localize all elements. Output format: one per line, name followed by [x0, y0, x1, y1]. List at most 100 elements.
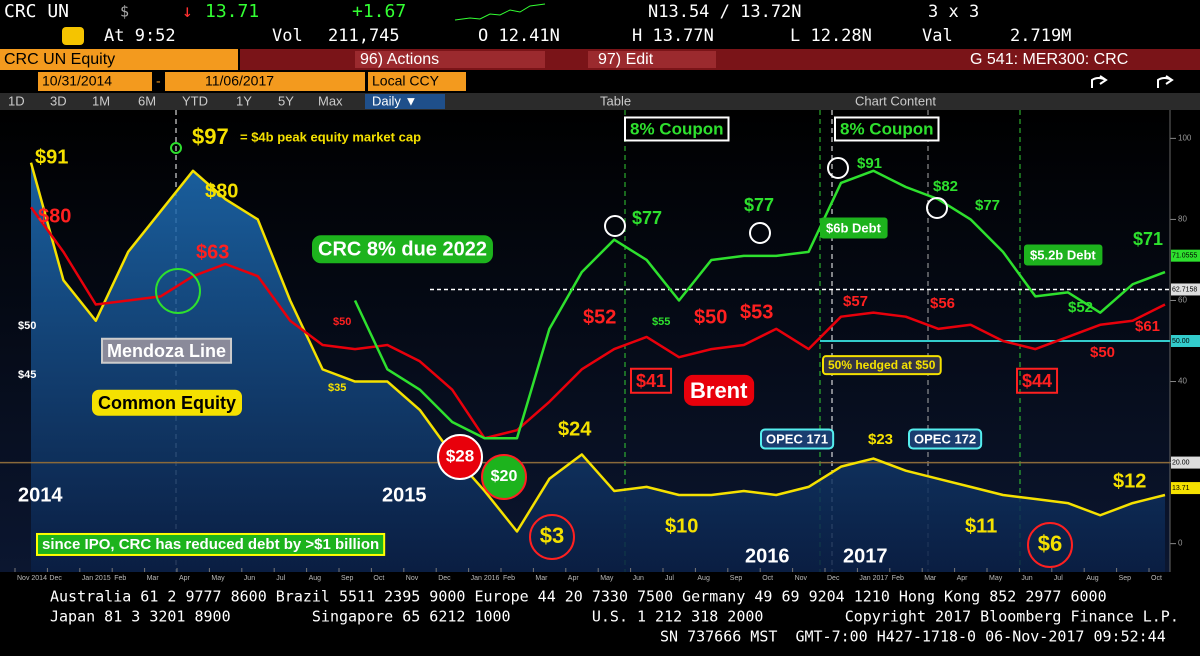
- series-label-box: [312, 235, 493, 264]
- annotation: $50: [1090, 344, 1115, 361]
- period-buttons: 1D 3D 1M 6M YTD 1Y 5Y Max: [8, 93, 343, 108]
- end-date-box[interactable]: [165, 72, 365, 91]
- page-code: G 541: MER300: CRC: [970, 51, 1128, 68]
- volume: 211,745: [328, 26, 400, 46]
- annotation: $45: [18, 369, 36, 381]
- period-button[interactable]: YTD: [182, 93, 208, 108]
- security-box[interactable]: [0, 49, 238, 70]
- series-label: Common Equity: [98, 393, 236, 413]
- x-tick-label: Nov: [795, 575, 808, 582]
- annotation: $35: [328, 382, 346, 394]
- period-button[interactable]: 1D: [8, 93, 25, 108]
- annotation: since IPO, CRC has reduced debt by >$1 b…: [42, 536, 379, 553]
- annotation: 50% hedged at $50: [828, 358, 936, 372]
- start-date[interactable]: 10/31/2014: [42, 73, 112, 89]
- annotation: $77: [975, 197, 1000, 214]
- x-tick-label: Apr: [957, 575, 969, 582]
- x-tick-label: Feb: [892, 575, 904, 582]
- period-button[interactable]: 3D: [50, 93, 67, 108]
- period-button[interactable]: 5Y: [278, 93, 294, 108]
- annotation: $44: [1022, 371, 1052, 391]
- size: 3 x 3: [928, 2, 979, 22]
- x-tick-label: Aug: [697, 575, 710, 582]
- chart-content[interactable]: Chart Content: [855, 93, 936, 108]
- redo-icon[interactable]: [1157, 75, 1174, 88]
- annotation: $71: [1133, 229, 1163, 249]
- value-tag-label: 71.0555: [1172, 253, 1197, 260]
- open: O 12.41N: [478, 26, 560, 46]
- annotation: $56: [930, 295, 955, 312]
- direction: ↓: [182, 1, 193, 22]
- alert-icon[interactable]: [62, 27, 84, 45]
- x-tick-label: May: [600, 575, 614, 582]
- annotation: OPEC 171: [766, 431, 828, 446]
- annotation: $50: [694, 306, 727, 328]
- frequency[interactable]: Daily ▼: [372, 93, 417, 108]
- annotation: 8% Coupon: [630, 119, 724, 138]
- x-tick-label: Mar: [147, 575, 160, 582]
- annotation: $12: [1113, 470, 1146, 492]
- security: CRC UN Equity: [4, 51, 115, 68]
- footer-line: SN 737666 MST GMT-7:00 H427-1718-0 06-No…: [660, 628, 1166, 646]
- footer-line: Japan 81 3 3201 8900 Singapore 65 6212 1…: [50, 608, 1179, 626]
- period-button[interactable]: Max: [318, 93, 343, 108]
- series-label-box: [92, 389, 242, 416]
- x-tick-label: Nov 2014: [17, 575, 47, 582]
- annotation: $6: [1038, 531, 1062, 556]
- marker-ring: [827, 157, 849, 179]
- annotation-ring: [481, 454, 527, 500]
- x-tick-label: May: [211, 575, 225, 582]
- x-tick-label: Jan 2016: [471, 575, 500, 582]
- annotation: $82: [933, 178, 958, 195]
- x-tick-label: Aug: [1086, 575, 1099, 582]
- x-tick-label: Oct: [1151, 575, 1162, 582]
- sparkline: [454, 3, 546, 21]
- edit[interactable]: 97) Edit: [598, 51, 654, 68]
- actions[interactable]: 96) Actions: [360, 51, 439, 68]
- series-label: CRC 8% due 2022: [318, 238, 487, 260]
- start-date-box[interactable]: [38, 72, 152, 91]
- annotation: $50: [18, 320, 36, 332]
- currency-mode[interactable]: Local CCY: [372, 73, 440, 89]
- actions-button[interactable]: [355, 51, 545, 68]
- series-label-box: [684, 374, 755, 406]
- x-tick-label: Jul: [1054, 575, 1063, 582]
- annotation: $53: [740, 301, 773, 323]
- annotation: $52: [583, 306, 616, 328]
- series-label: Brent: [690, 378, 748, 403]
- x-tick-label: Sep: [730, 575, 743, 582]
- value: 2.719M: [1010, 26, 1071, 46]
- annotation-box: [820, 217, 888, 239]
- annotation: = $4b peak equity market cap: [240, 129, 421, 144]
- currency-box[interactable]: [368, 72, 466, 91]
- y-tick-label: 80: [1178, 215, 1187, 224]
- undo-icon[interactable]: [1091, 75, 1108, 88]
- end-date[interactable]: 11/06/2017: [205, 73, 274, 89]
- annotation: $5.2b Debt: [1030, 247, 1096, 262]
- x-tick-label: Oct: [373, 575, 384, 582]
- annotation: $6b Debt: [826, 220, 882, 235]
- table-button[interactable]: Table: [600, 93, 631, 108]
- low: L 12.28N: [790, 26, 872, 46]
- x-tick-label: Dec: [827, 575, 840, 582]
- period-button[interactable]: 1M: [92, 93, 110, 108]
- bid-ask: N13.54 / 13.72N: [648, 2, 802, 22]
- period-button[interactable]: 1Y: [236, 93, 252, 108]
- annotation: OPEC 172: [914, 431, 976, 446]
- x-tick-label: Dec: [49, 575, 62, 582]
- edit-button[interactable]: [588, 51, 716, 68]
- last-price: 13.71: [205, 1, 259, 22]
- annotation: $77: [744, 195, 774, 215]
- x-tick-label: Aug: [309, 575, 322, 582]
- x-tick-label: Mar: [535, 575, 548, 582]
- frequency-box[interactable]: [365, 94, 445, 109]
- annotation-ring: [1027, 522, 1073, 568]
- high: H 13.77N: [632, 26, 714, 46]
- period-button[interactable]: 6M: [138, 93, 156, 108]
- annotation: $63: [196, 241, 229, 263]
- annotation-box: [822, 355, 942, 376]
- annotation: $52: [1068, 299, 1093, 316]
- value-label: Val: [922, 26, 953, 46]
- x-tick-label: Jan 2017: [859, 575, 888, 582]
- value-tag: [1171, 283, 1200, 296]
